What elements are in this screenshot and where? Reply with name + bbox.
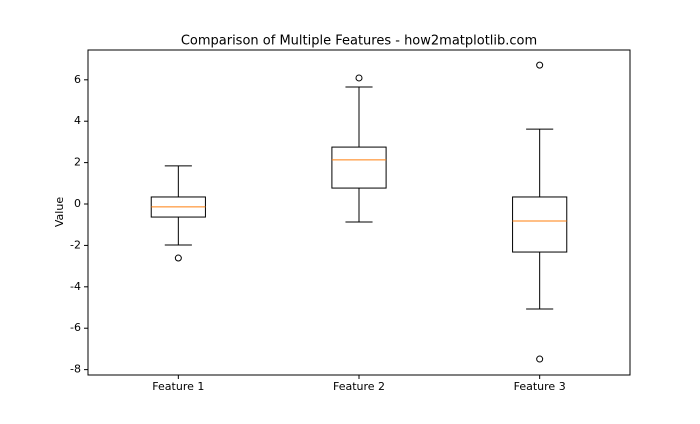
y-tick-label: 4 [74, 114, 81, 127]
x-tick-label: Feature 1 [152, 380, 204, 393]
outlier [536, 355, 544, 363]
plot-frame [87, 49, 631, 376]
box [512, 196, 568, 253]
y-tick-label: -2 [70, 238, 81, 251]
box [331, 146, 387, 189]
y-tick-label: -6 [70, 321, 81, 334]
y-tick-label: 0 [74, 197, 81, 210]
y-tick-label: 6 [74, 73, 81, 86]
outlier [536, 61, 544, 69]
chart-title: Comparison of Multiple Features - how2ma… [181, 34, 537, 49]
outlier [174, 254, 182, 262]
y-tick-label: 2 [74, 156, 81, 169]
y-axis-label: Value [53, 197, 66, 227]
y-tick-label: -4 [70, 280, 81, 293]
x-tick-label: Feature 2 [333, 380, 385, 393]
y-tick-label: -8 [70, 363, 81, 376]
outlier [355, 74, 363, 82]
x-tick-label: Feature 3 [514, 380, 566, 393]
